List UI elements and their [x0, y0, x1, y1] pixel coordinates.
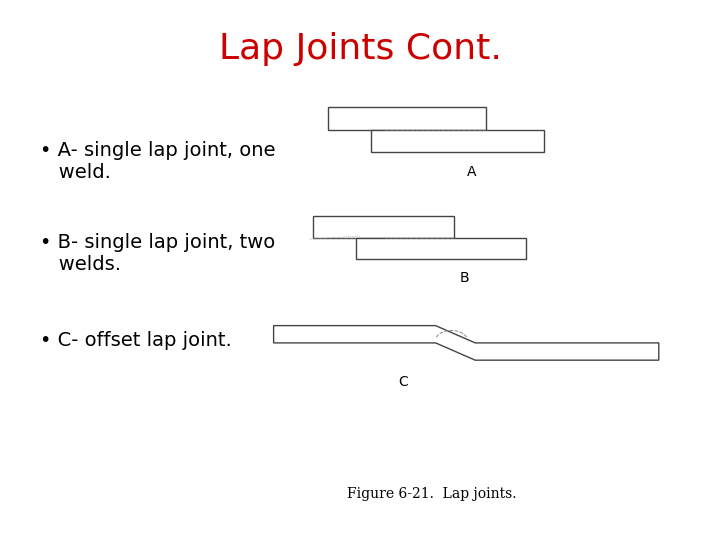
Bar — [328, 107, 486, 130]
Text: B: B — [459, 271, 469, 285]
Text: • B- single lap joint, two
   welds.: • B- single lap joint, two welds. — [40, 233, 275, 274]
Text: Lap Joints Cont.: Lap Joints Cont. — [219, 32, 501, 65]
Bar — [313, 216, 454, 238]
Text: C: C — [398, 375, 408, 389]
Text: Figure 6-21.  Lap joints.: Figure 6-21. Lap joints. — [347, 487, 517, 501]
Bar — [371, 130, 544, 152]
Text: • C- offset lap joint.: • C- offset lap joint. — [40, 330, 231, 350]
Text: • A- single lap joint, one
   weld.: • A- single lap joint, one weld. — [40, 141, 275, 183]
Bar — [356, 238, 526, 259]
Polygon shape — [274, 326, 659, 360]
Text: A: A — [467, 165, 477, 179]
